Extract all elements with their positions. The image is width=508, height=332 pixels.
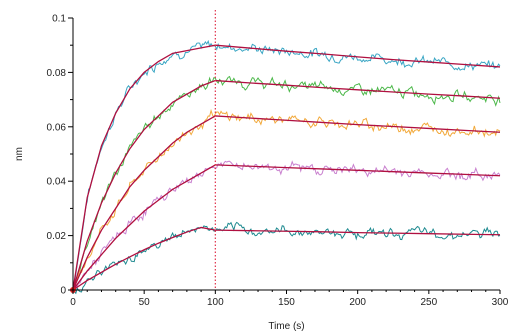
y-tick-label: 0.04 (47, 177, 67, 188)
y-ticks: 0 0.02 0.04 0.06 0.08 0.1 (47, 14, 73, 297)
fit-curve-5 (72, 226, 501, 291)
series-trace-3 (72, 108, 501, 291)
x-tick-label: 50 (139, 297, 151, 308)
series-trace-4 (72, 160, 501, 291)
axes-layer (72, 18, 500, 291)
fit-curve-2 (72, 79, 501, 291)
x-tick-label: 150 (278, 297, 295, 308)
y-tick-label: 0.02 (47, 231, 67, 242)
series-trace-2 (72, 75, 501, 291)
series-trace-5 (72, 221, 501, 295)
x-tick-label: 200 (349, 297, 366, 308)
fit-curve-3 (72, 115, 501, 291)
x-ticks: 0 50 100 150 200 250 300 (70, 290, 508, 308)
fit-curve-1 (72, 44, 501, 291)
y-tick-label: 0.08 (47, 68, 67, 79)
x-tick-label: 300 (492, 297, 508, 308)
x-axis-title: Time (s) (268, 321, 304, 332)
x-tick-label: 0 (70, 297, 76, 308)
y-tick-label: 0 (60, 286, 66, 297)
fit-curve-4 (72, 164, 501, 291)
y-tick-label: 0.1 (52, 14, 66, 25)
fit-curves-layer (70, 44, 501, 293)
x-tick-label: 250 (420, 297, 437, 308)
x-tick-label: 100 (207, 297, 224, 308)
y-tick-label: 0.06 (47, 122, 67, 133)
y-axis-title: nm (14, 147, 25, 161)
